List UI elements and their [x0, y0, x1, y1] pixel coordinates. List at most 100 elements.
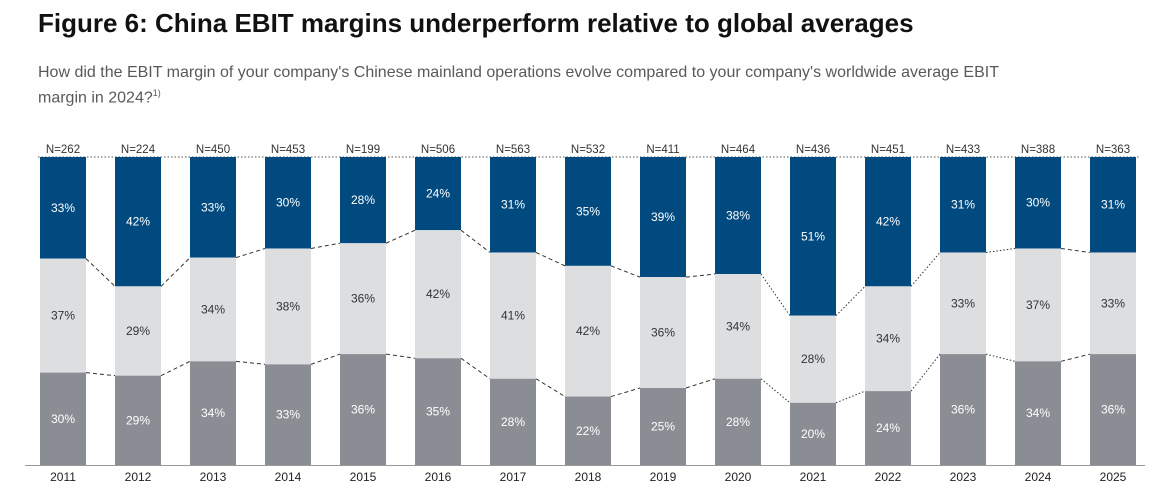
x-tick-2023: 2023 — [950, 470, 977, 484]
data-label-bottom-2014: 33% — [276, 408, 300, 422]
x-tick-2013: 2013 — [200, 470, 227, 484]
bar-top-2014 — [265, 157, 311, 249]
connector-upper-2016 — [460, 229, 491, 253]
n-label-2025: N=363 — [1096, 144, 1130, 156]
bar-top-2023 — [940, 157, 986, 253]
bar-top-2024 — [1015, 157, 1061, 249]
n-label-2014: N=453 — [271, 144, 305, 156]
data-label-bottom-2022: 24% — [876, 421, 900, 435]
data-label-middle-2011: 37% — [51, 309, 75, 323]
connector-lower-2015 — [385, 353, 416, 359]
connector-lower-2023 — [985, 353, 1016, 362]
bar-bottom-2021 — [790, 402, 836, 465]
x-tick-2025: 2025 — [1100, 470, 1127, 484]
x-tick-2011: 2011 — [50, 470, 76, 484]
data-label-bottom-2016: 35% — [426, 405, 450, 419]
bar-top-2012 — [115, 157, 161, 287]
connector-lower-2022 — [910, 353, 941, 392]
data-label-bottom-2013: 34% — [201, 406, 225, 420]
bar-bottom-2018 — [565, 396, 611, 465]
bar-bottom-2024 — [1015, 361, 1061, 465]
data-label-bottom-2015: 36% — [351, 403, 375, 417]
bar-top-2017 — [490, 157, 536, 253]
n-label-2024: N=388 — [1021, 144, 1055, 156]
data-label-middle-2013: 34% — [201, 302, 225, 316]
x-tick-2016: 2016 — [425, 470, 452, 484]
n-label-2013: N=450 — [196, 144, 230, 156]
data-label-middle-2025: 33% — [1101, 296, 1125, 310]
bar-middle-2015 — [340, 243, 386, 355]
bar-bottom-2014 — [265, 364, 311, 465]
connector-upper-2021 — [835, 286, 866, 317]
bar-top-2019 — [640, 157, 686, 278]
bar-middle-2020 — [715, 274, 761, 379]
data-label-top-2016: 24% — [426, 187, 450, 201]
connector-lower-2018 — [610, 387, 641, 398]
x-tick-2018: 2018 — [575, 470, 602, 484]
bar-middle-2017 — [490, 252, 536, 379]
data-label-top-2018: 35% — [576, 204, 600, 218]
x-tick-2022: 2022 — [875, 470, 902, 484]
connector-upper-2011 — [85, 258, 116, 287]
data-label-middle-2020: 34% — [726, 319, 750, 333]
data-label-middle-2021: 28% — [801, 352, 825, 366]
bar-middle-2023 — [940, 252, 986, 355]
n-label-2021: N=436 — [796, 144, 830, 156]
data-label-bottom-2021: 20% — [801, 427, 825, 441]
connector-lower-2016 — [460, 357, 491, 380]
connector-upper-2020 — [760, 273, 791, 316]
data-label-bottom-2011: 30% — [51, 412, 75, 426]
x-tick-2020: 2020 — [725, 470, 752, 484]
connector-lower-2024 — [1060, 353, 1091, 362]
bar-middle-2012 — [115, 286, 161, 376]
data-label-middle-2017: 41% — [501, 309, 525, 323]
connector-upper-2022 — [910, 252, 941, 287]
data-label-top-2013: 33% — [201, 200, 225, 214]
connector-lower-2014 — [310, 353, 341, 365]
bar-top-2011 — [40, 157, 86, 259]
bar-bottom-2011 — [40, 372, 86, 465]
connector-upper-2013 — [235, 248, 266, 259]
bar-middle-2016 — [415, 230, 461, 359]
data-label-top-2015: 28% — [351, 193, 375, 207]
connector-lower-2019 — [685, 378, 716, 389]
connector-upper-2014 — [310, 242, 341, 249]
x-tick-2017: 2017 — [500, 470, 527, 484]
bar-bottom-2025 — [1090, 354, 1136, 465]
bar-bottom-2019 — [640, 388, 686, 465]
data-label-middle-2024: 37% — [1026, 298, 1050, 312]
bar-middle-2025 — [1090, 252, 1136, 355]
x-tick-2012: 2012 — [125, 470, 152, 484]
data-label-bottom-2020: 28% — [726, 415, 750, 429]
n-label-2018: N=532 — [571, 144, 605, 156]
data-label-top-2022: 42% — [876, 215, 900, 229]
n-label-2016: N=506 — [421, 144, 455, 156]
n-label-2015: N=199 — [346, 144, 380, 156]
bar-middle-2019 — [640, 277, 686, 388]
data-label-top-2014: 30% — [276, 196, 300, 210]
data-label-top-2023: 31% — [951, 198, 975, 212]
bar-top-2022 — [865, 157, 911, 287]
data-label-bottom-2023: 36% — [951, 403, 975, 417]
data-label-top-2020: 38% — [726, 209, 750, 223]
chart-title: Figure 6: China EBIT margins underperfor… — [38, 8, 914, 38]
bar-top-2016 — [415, 157, 461, 231]
bar-middle-2018 — [565, 265, 611, 397]
data-label-top-2021: 51% — [801, 229, 825, 243]
data-label-top-2012: 42% — [126, 215, 150, 229]
bar-bottom-2020 — [715, 378, 761, 465]
n-label-2019: N=411 — [646, 144, 679, 156]
connector-upper-2019 — [685, 273, 716, 278]
data-label-middle-2015: 36% — [351, 292, 375, 306]
chart-subtitle: How did the EBIT margin of your company'… — [38, 62, 1038, 108]
data-label-middle-2022: 34% — [876, 332, 900, 346]
x-tick-2019: 2019 — [650, 470, 677, 484]
subtitle-footnote: 1) — [152, 88, 161, 98]
data-label-middle-2019: 36% — [651, 326, 675, 340]
data-label-bottom-2019: 25% — [651, 420, 675, 434]
connector-lower-2011 — [85, 372, 116, 377]
connector-upper-2015 — [385, 229, 416, 244]
data-label-top-2017: 31% — [501, 198, 525, 212]
x-tick-2024: 2024 — [1025, 470, 1052, 484]
